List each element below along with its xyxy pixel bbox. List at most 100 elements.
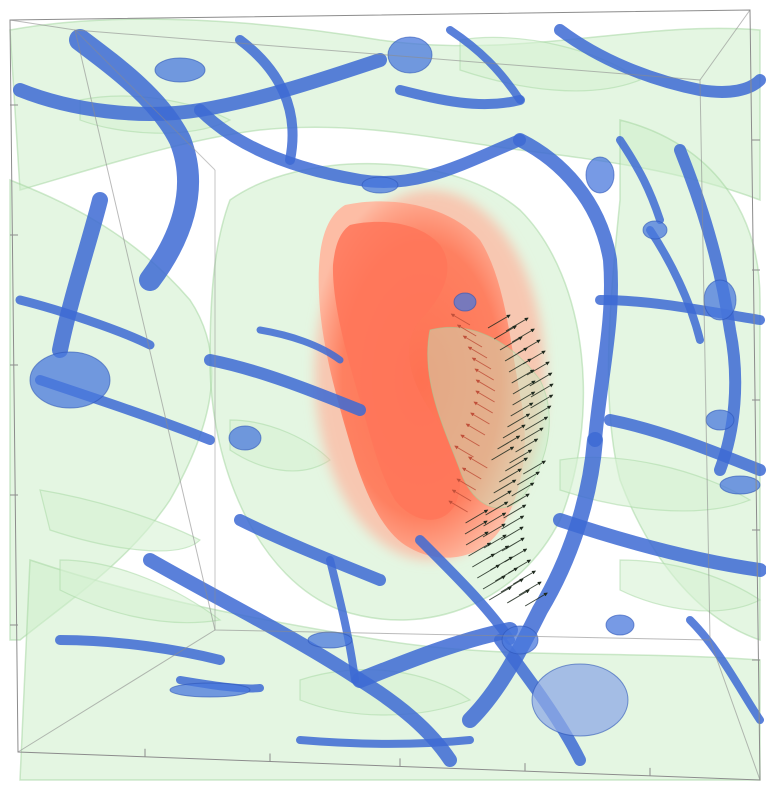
filament [55, 635, 225, 665]
velocity-arrow-dark [488, 490, 512, 505]
velocity-arrow-dark [497, 435, 521, 450]
velocity-arrow-dark [472, 553, 496, 568]
halo-blob [642, 220, 668, 240]
velocity-arrow-dark [506, 493, 530, 508]
velocity-arrow-dark [502, 424, 526, 439]
velocity-arrow-dark [512, 391, 536, 406]
filament [15, 295, 155, 350]
sheet-streak [39, 489, 202, 552]
velocity-arrow-dark [528, 405, 552, 420]
filament [234, 514, 386, 586]
filament [326, 556, 359, 684]
velocity-arrow-red [475, 379, 496, 392]
filament [194, 104, 526, 188]
sheet-streak [559, 456, 752, 512]
velocity-arrow-dark [505, 457, 528, 472]
sheet-streak [619, 559, 762, 612]
velocity-arrow-dark [507, 413, 531, 428]
halo-blob [154, 57, 206, 83]
velocity-arrow-dark [482, 575, 506, 590]
velocity-arrow-dark [512, 380, 536, 395]
axis-ticks [10, 104, 760, 776]
velocity-arrow-dark [508, 358, 532, 373]
filament [646, 226, 704, 344]
velocity-arrow-dark [524, 592, 548, 607]
velocity-arrow-dark [511, 328, 535, 343]
halo-blob [307, 631, 353, 649]
velocity-arrows [448, 313, 554, 607]
velocity-arrow-dark [510, 402, 534, 417]
halo-blob [705, 409, 735, 431]
velocity-arrow-red [465, 423, 486, 436]
velocity-arrow-dark [509, 449, 533, 464]
halo-blob [605, 614, 635, 636]
velocity-arrow-dark [464, 520, 488, 535]
velocity-arrow-red [475, 390, 495, 403]
velocity-arrow-dark [485, 501, 509, 516]
velocity-arrow-dark [506, 589, 530, 604]
box-edge [9, 19, 76, 31]
velocity-arrow-red [474, 368, 494, 381]
velocity-arrow-red [470, 412, 490, 425]
velocity-arrow-dark [503, 504, 527, 519]
halo-blob [719, 475, 761, 495]
velocity-arrow-dark [511, 369, 535, 384]
filament [415, 535, 515, 645]
filament [235, 35, 298, 165]
halo-blob [29, 351, 111, 409]
filament [686, 616, 764, 724]
velocity-arrow-red [448, 500, 468, 513]
central-void [315, 190, 545, 560]
velocity-arrow-dark [491, 446, 515, 461]
filament [395, 85, 525, 110]
box-edge [699, 9, 751, 81]
filament [143, 553, 457, 767]
velocity-arrow-dark [468, 542, 492, 557]
filament [553, 513, 766, 577]
halo-blob [531, 663, 629, 737]
velocity-arrow-dark [530, 394, 554, 409]
box-edge [74, 29, 216, 171]
velocity-arrow-dark [499, 336, 523, 351]
velocity-arrow-red [456, 478, 476, 491]
velocity-arrow-dark [504, 347, 528, 362]
filament [256, 326, 344, 364]
velocity-arrow-dark [487, 314, 511, 329]
filament [352, 622, 518, 688]
filament [513, 133, 619, 447]
velocity-arrow-dark [465, 531, 489, 546]
void-inner [332, 221, 461, 520]
halo-blob [703, 279, 737, 321]
halo-blob [228, 425, 262, 451]
velocity-arrow-dark [525, 416, 549, 431]
filament [674, 144, 742, 476]
velocity-arrow-dark [495, 567, 518, 582]
velocity-arrow-dark [523, 460, 546, 475]
filament [616, 136, 664, 224]
filament [446, 26, 524, 104]
velocity-arrow-red [471, 357, 492, 370]
velocity-arrow-dark [493, 325, 517, 340]
velocity-arrow-dark [513, 570, 536, 585]
velocity-arrow-dark [488, 586, 512, 601]
velocity-arrow-red [467, 346, 488, 359]
filament [69, 29, 199, 291]
velocity-arrow-red [460, 434, 480, 447]
filament [554, 24, 766, 98]
halo-blob [169, 682, 251, 698]
halo-blob [585, 156, 615, 194]
velocity-arrow-dark [520, 427, 544, 442]
velocity-arrow-dark [511, 482, 535, 497]
box-edge [709, 639, 761, 781]
filament [204, 354, 366, 416]
sheet-streak [59, 559, 222, 624]
filament [595, 295, 765, 325]
velocity-arrow-red [451, 489, 472, 502]
velocity-arrow-red [461, 467, 482, 480]
filament [52, 192, 108, 358]
halo-blob [453, 292, 477, 312]
filament [462, 432, 603, 728]
halo-blobs [29, 36, 761, 737]
box-edge [17, 629, 216, 753]
